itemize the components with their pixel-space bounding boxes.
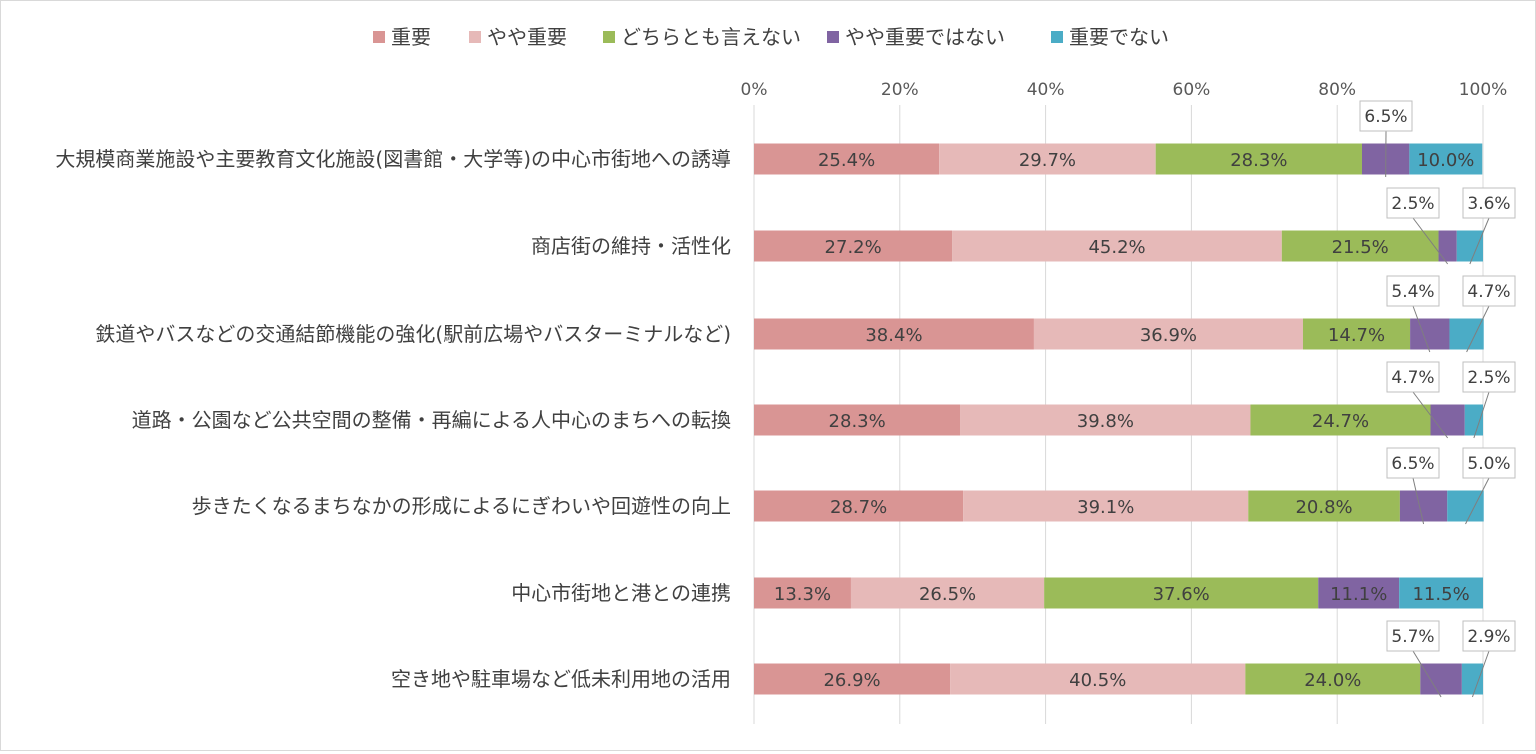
data-label: 40.5%	[1069, 670, 1126, 691]
data-label: 2.9%	[1467, 627, 1510, 647]
data-label: 36.9%	[1140, 325, 1197, 346]
category-label: 中心市街地と港との連携	[511, 581, 731, 605]
data-label: 26.9%	[823, 670, 880, 691]
data-label: 38.4%	[865, 325, 922, 346]
bar-segment	[1457, 231, 1483, 262]
x-axis-ticks: 0% 20% 40% 60% 80% 100%	[741, 80, 1508, 100]
data-label: 39.1%	[1077, 497, 1134, 518]
data-label: 3.6%	[1467, 194, 1510, 214]
category-label: 鉄道やバスなどの交通結節機能の強化(駅前広場やバスターミナルなど)	[95, 322, 731, 346]
data-label: 28.7%	[830, 497, 887, 518]
data-label: 27.2%	[825, 237, 882, 258]
data-label: 4.7%	[1391, 368, 1434, 388]
bar-segment	[1449, 319, 1483, 350]
legend-label: 重要でない	[1069, 25, 1169, 49]
bar-segment	[1462, 664, 1483, 695]
bar-segment	[1439, 231, 1457, 262]
data-label: 25.4%	[818, 150, 875, 171]
legend-swatch	[373, 31, 385, 43]
legend-label: やや重要ではない	[845, 25, 1005, 49]
data-label: 5.0%	[1467, 454, 1510, 474]
category-label: 歩きたくなるまちなかの形成によるにぎわいや回遊性の向上	[192, 494, 731, 518]
x-tick-label: 80%	[1318, 80, 1356, 100]
data-label: 11.1%	[1330, 584, 1387, 605]
legend: 重要 やや重要 どちらとも言えない やや重要ではない 重要でない	[373, 25, 1169, 49]
data-label: 20.8%	[1295, 497, 1352, 518]
data-label: 11.5%	[1412, 584, 1469, 605]
data-label: 2.5%	[1467, 368, 1510, 388]
data-label: 24.7%	[1312, 411, 1369, 432]
legend-swatch	[469, 31, 481, 43]
legend-label: やや重要	[487, 25, 567, 49]
bar-segment	[1420, 664, 1462, 695]
bar-segment	[1410, 319, 1449, 350]
data-label: 29.7%	[1019, 150, 1076, 171]
bar-segment	[1447, 491, 1483, 522]
data-label: 39.8%	[1077, 411, 1134, 432]
data-label: 45.2%	[1088, 237, 1145, 258]
x-tick-label: 0%	[741, 80, 768, 100]
legend-swatch	[603, 31, 615, 43]
data-label: 6.5%	[1391, 454, 1434, 474]
data-label: 28.3%	[1230, 150, 1287, 171]
category-label: 商店街の維持・活性化	[531, 234, 731, 258]
bar-segment	[1400, 491, 1447, 522]
data-label: 2.5%	[1391, 194, 1434, 214]
category-labels: 大規模商業施設や主要教育文化施設(図書館・大学等)の中心市街地への誘導商店街の維…	[55, 147, 731, 691]
data-label: 13.3%	[774, 584, 831, 605]
legend-label: どちらとも言えない	[621, 25, 801, 49]
data-label: 24.0%	[1304, 670, 1361, 691]
category-label: 空き地や駐車場など低未利用地の活用	[391, 667, 731, 691]
data-label: 4.7%	[1467, 282, 1510, 302]
data-label: 26.5%	[919, 584, 976, 605]
legend-swatch	[827, 31, 839, 43]
data-label: 10.0%	[1417, 150, 1474, 171]
data-label: 5.4%	[1391, 282, 1434, 302]
data-label: 6.5%	[1364, 107, 1407, 127]
category-label: 大規模商業施設や主要教育文化施設(図書館・大学等)の中心市街地への誘導	[55, 147, 731, 171]
legend-label: 重要	[391, 25, 431, 49]
data-label: 21.5%	[1332, 237, 1389, 258]
data-label: 5.7%	[1391, 627, 1434, 647]
x-tick-label: 20%	[881, 80, 919, 100]
x-tick-label: 60%	[1173, 80, 1211, 100]
x-tick-label: 40%	[1027, 80, 1065, 100]
x-tick-label: 100%	[1459, 80, 1508, 100]
bar-segment	[1431, 405, 1465, 436]
data-label: 14.7%	[1328, 325, 1385, 346]
legend-swatch	[1051, 31, 1063, 43]
data-label: 37.6%	[1153, 584, 1210, 605]
data-label: 28.3%	[829, 411, 886, 432]
category-label: 道路・公園など公共空間の整備・再編による人中心のまちへの転換	[132, 408, 731, 432]
